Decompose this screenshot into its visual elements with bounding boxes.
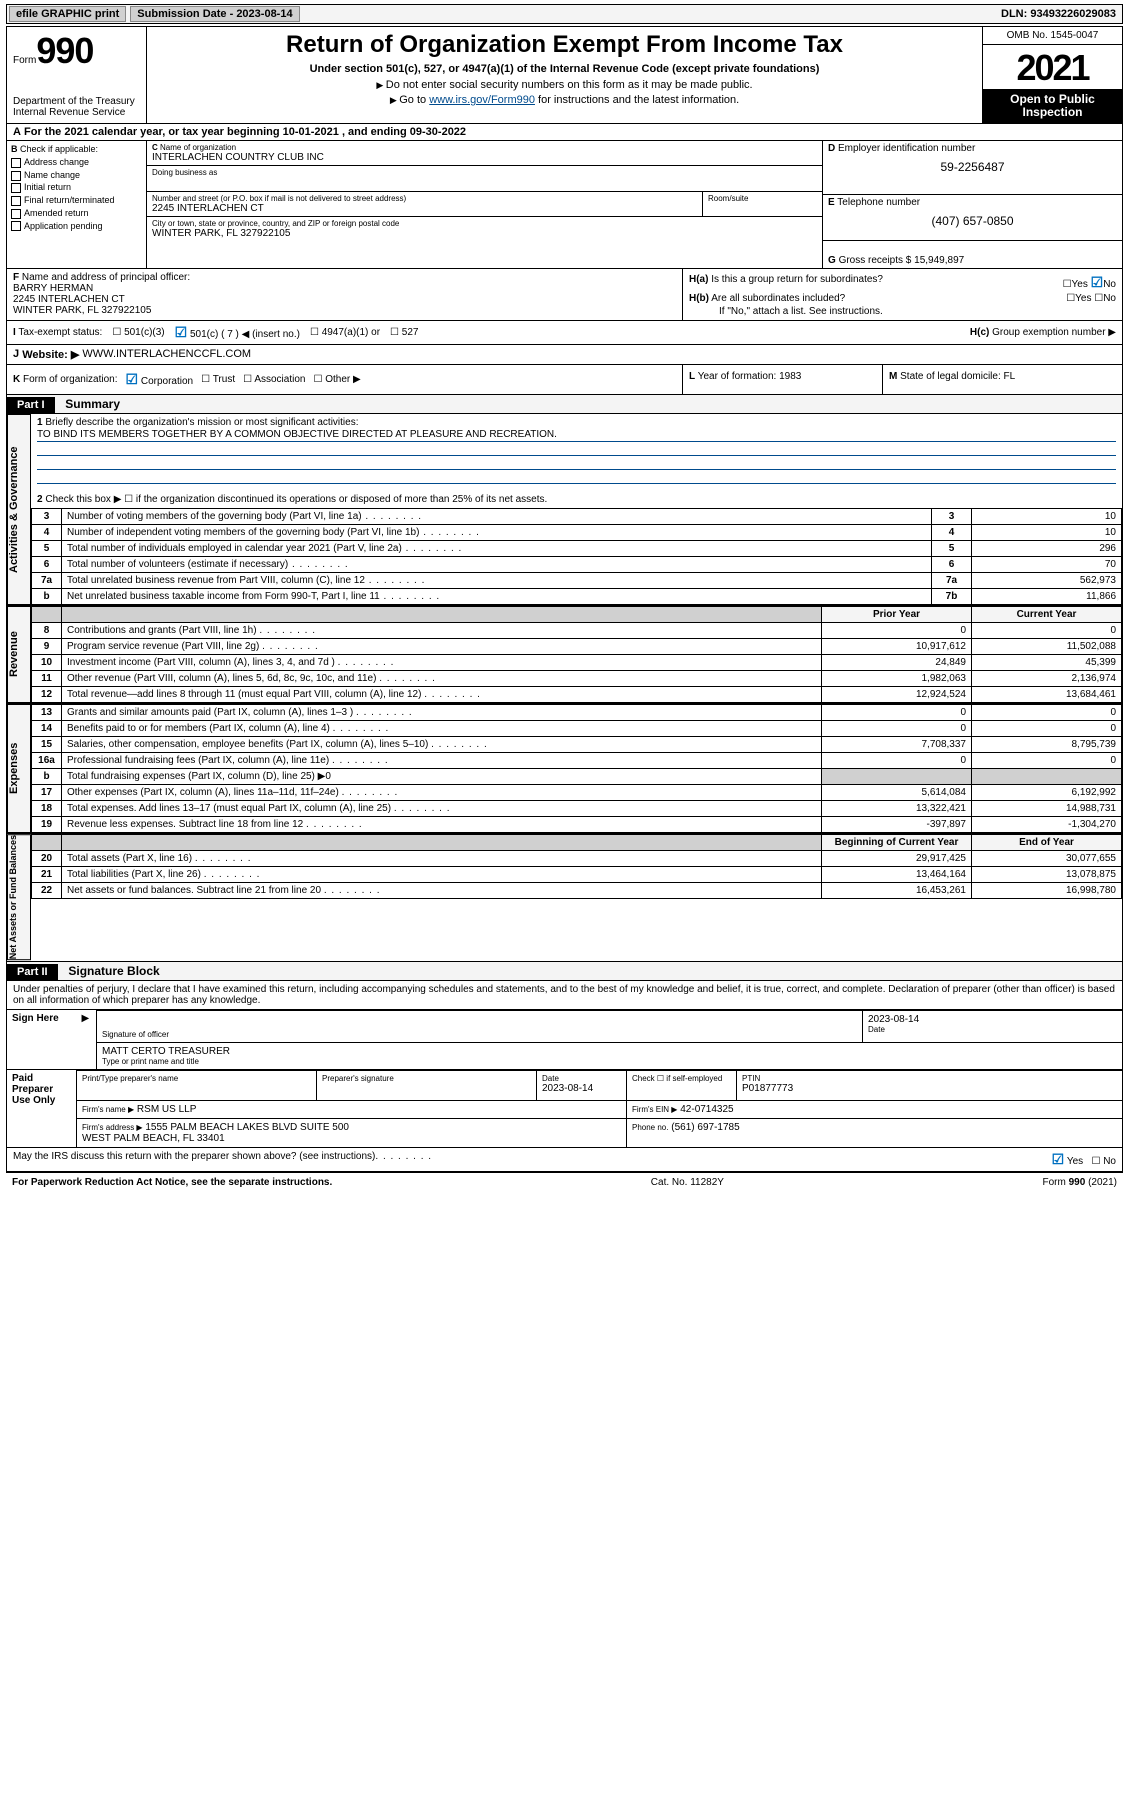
gross-receipts: 15,949,897: [914, 255, 964, 266]
top-bar: efile GRAPHIC print Submission Date - 20…: [6, 4, 1123, 24]
omb-number: OMB No. 1545-0047: [983, 27, 1122, 45]
submission-button[interactable]: Submission Date - 2023-08-14: [130, 6, 299, 22]
officer-signature-name: MATT CERTO TREASURER: [102, 1046, 1117, 1057]
sign-arrow-icon: ▶: [77, 1010, 97, 1069]
part1-governance: Activities & Governance 1 Briefly descri…: [6, 414, 1123, 606]
checkbox[interactable]: [11, 209, 21, 219]
org-city: WINTER PARK, FL 327922105: [152, 228, 817, 239]
tax-year: 2021: [983, 45, 1122, 89]
part1-expenses: Expenses 13Grants and similar amounts pa…: [6, 704, 1123, 834]
checkbox[interactable]: [11, 183, 21, 193]
part2-header: Part II Signature Block: [6, 962, 1123, 981]
form-subtitle: Under section 501(c), 527, or 4947(a)(1)…: [157, 63, 972, 75]
org-name: INTERLACHEN COUNTRY CLUB INC: [152, 152, 817, 163]
part1-header: Part I Summary: [6, 395, 1123, 414]
dept-text: Department of the Treasury Internal Reve…: [13, 96, 140, 118]
perjury-text: Under penalties of perjury, I declare th…: [6, 981, 1123, 1010]
note-ssn: Do not enter social security numbers on …: [157, 79, 972, 91]
checkbox[interactable]: [11, 196, 21, 206]
irs-link[interactable]: www.irs.gov/Form990: [429, 94, 535, 106]
mission-text: TO BIND ITS MEMBERS TOGETHER BY A COMMON…: [37, 428, 1116, 442]
dln-text: DLN: 93493226029083: [1001, 8, 1120, 20]
section-f: F Name and address of principal officer:…: [6, 269, 1123, 321]
discuss-row: May the IRS discuss this return with the…: [6, 1148, 1123, 1172]
checkbox[interactable]: [11, 158, 21, 168]
firm-name: RSM US LLP: [137, 1104, 196, 1115]
form-org-row: K Form of organization: ☑ Corporation ☐ …: [6, 365, 1123, 395]
form-label: Form: [13, 55, 36, 66]
website-link[interactable]: WWW.INTERLACHENCCFL.COM: [82, 348, 251, 361]
tax-status-row: I Tax-exempt status: ☐ 501(c)(3) ☑ 501(c…: [6, 321, 1123, 345]
part1-netassets: Net Assets or Fund Balances Beginning of…: [6, 834, 1123, 961]
open-public-badge: Open to Public Inspection: [983, 89, 1122, 123]
sign-here-block: Sign Here ▶ Signature of officer 2023-08…: [6, 1010, 1123, 1070]
ein: 59-2256487: [828, 160, 1117, 174]
paid-preparer-block: Paid Preparer Use Only Print/Type prepar…: [6, 1070, 1123, 1148]
checkbox[interactable]: [11, 171, 21, 181]
officer-name: BARRY HERMAN: [13, 283, 93, 294]
note-link: Go to www.irs.gov/Form990 for instructio…: [157, 94, 972, 106]
efile-button[interactable]: efile GRAPHIC print: [9, 6, 126, 22]
phone: (407) 657-0850: [828, 214, 1117, 228]
period-row: A For the 2021 calendar year, or tax yea…: [6, 124, 1123, 141]
section-a: B Check if applicable: Address changeNam…: [6, 141, 1123, 269]
form-number: 990: [36, 30, 93, 71]
checkbox[interactable]: [11, 221, 21, 231]
form-title: Return of Organization Exempt From Incom…: [157, 31, 972, 59]
website-row: J Website: ▶ WWW.INTERLACHENCCFL.COM: [6, 345, 1123, 365]
org-address: 2245 INTERLACHEN CT: [152, 203, 697, 214]
page-footer: For Paperwork Reduction Act Notice, see …: [6, 1172, 1123, 1192]
part1-revenue: Revenue Prior YearCurrent Year8Contribut…: [6, 606, 1123, 704]
form-header: Form990 Department of the Treasury Inter…: [6, 26, 1123, 124]
